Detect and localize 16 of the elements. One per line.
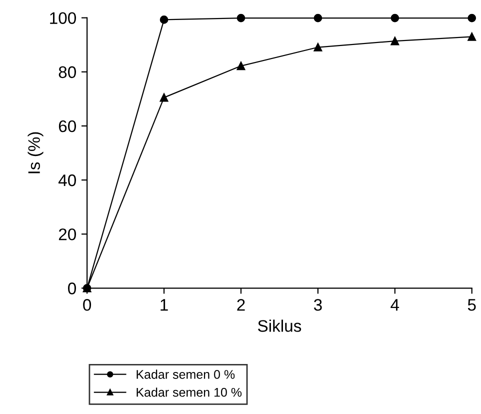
x-tick-label: 5 [468,299,476,311]
legend-label: Kadar semen 10 % [136,388,242,397]
x-tick-label: 4 [390,299,400,311]
y-tick-label: 40 [58,174,76,186]
x-tick-label: 0 [83,299,92,311]
y-tick-label: 20 [58,228,76,240]
x-tick-label: 1 [160,299,168,311]
x-tick-label: 3 [314,299,322,311]
y-tick-label: 80 [58,66,76,78]
y-axis-title: Is (%) [28,132,44,174]
x-axis-title: Siklus [258,320,302,332]
y-tick-label: 0 [68,282,76,294]
y-tick-label: 60 [58,120,76,132]
x-tick-label: 2 [237,299,245,311]
legend-label: Kadar semen 0 % [136,370,235,379]
y-tick-label: 100 [50,12,76,24]
